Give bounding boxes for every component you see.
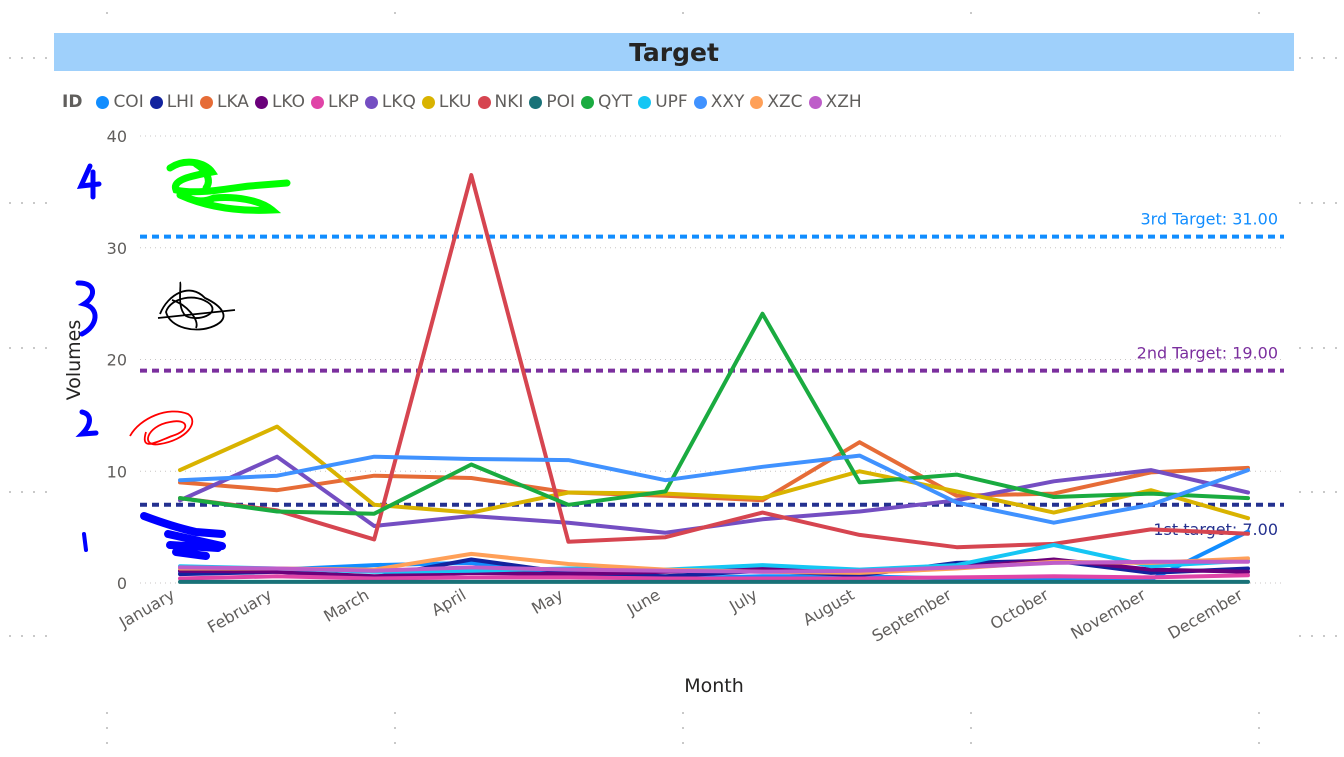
reference-line-label: 3rd Target: 31.00	[1141, 210, 1279, 229]
red-scribble	[129, 410, 194, 446]
legend-item-lku[interactable]: LKU	[421, 92, 472, 112]
x-tick-label: June	[623, 585, 664, 619]
x-tick-label: July	[725, 585, 760, 616]
legend-item-lhi[interactable]: LHI	[149, 92, 194, 112]
series-line-lkp[interactable]	[178, 573, 1250, 581]
x-tick-label: August	[800, 585, 858, 629]
legend-label: XZH	[825, 92, 862, 112]
legend-label: NKI	[494, 92, 524, 112]
x-tick-label: December	[1165, 585, 1247, 643]
legend-marker	[529, 95, 543, 109]
legend-item-lkp[interactable]: LKP	[311, 92, 359, 112]
legend-label: COI	[113, 92, 144, 112]
y-tick-label: 20	[107, 351, 127, 370]
x-tick-label: October	[987, 585, 1052, 634]
y-tick-label: 40	[107, 127, 127, 146]
y-tick-label: 0	[117, 574, 127, 593]
blue-scribble	[140, 512, 226, 560]
legend-label: LKO	[271, 92, 306, 112]
legend-marker	[149, 95, 163, 109]
series-line-lku[interactable]	[178, 424, 1250, 521]
green-scribble	[166, 158, 291, 214]
x-tick-label: November	[1067, 585, 1149, 643]
chart-legend[interactable]: ID COI LHI LKA LKO LKP LKQ LKU NKI POI QYT UPF XXY X…	[62, 91, 868, 113]
legend-item-lkq[interactable]: LKQ	[364, 92, 416, 112]
legend-item-upf[interactable]: UPF	[638, 92, 688, 112]
series-line-nki[interactable]	[178, 173, 1250, 550]
legend-item-qyt[interactable]: QYT	[581, 92, 632, 112]
series-line-qyt[interactable]	[178, 311, 1250, 516]
legend-label: QYT	[598, 92, 633, 112]
legend-item-lko[interactable]: LKO	[254, 92, 306, 112]
legend-marker	[254, 95, 268, 109]
series-line-xxy[interactable]	[178, 453, 1250, 525]
legend-label: LHI	[166, 92, 194, 112]
legend-marker	[477, 95, 491, 109]
legend-item-nki[interactable]: NKI	[477, 92, 524, 112]
series-line-lka[interactable]	[178, 440, 1250, 503]
legend-item-xzc[interactable]: XZC	[750, 92, 803, 112]
legend-marker	[581, 95, 595, 109]
legend-label: LKP	[328, 92, 359, 112]
legend-marker	[638, 95, 652, 109]
legend-label: LKA	[216, 92, 249, 112]
legend-label: XXY	[710, 92, 745, 112]
legend-label: XZC	[767, 92, 803, 112]
annotation-scribbles	[75, 158, 291, 560]
series-line-xzh[interactable]	[178, 559, 1250, 574]
legend-marker	[421, 95, 435, 109]
x-axis-title: Month	[684, 675, 744, 697]
legend-label: LKQ	[381, 92, 416, 112]
legend-item-coi[interactable]: COI	[96, 92, 144, 112]
legend-title: ID	[62, 92, 83, 112]
y-tick-label: 10	[107, 462, 127, 481]
legend-marker	[750, 95, 764, 109]
x-tick-label: April	[428, 585, 469, 620]
x-tick-label: May	[528, 585, 566, 618]
legend-label: UPF	[655, 92, 688, 112]
legend-item-poi[interactable]: POI	[529, 92, 575, 112]
legend-marker	[96, 95, 110, 109]
x-tick-label: March	[320, 585, 372, 626]
legend-label: POI	[546, 92, 576, 112]
y-axis-title: Volumes	[63, 320, 85, 401]
legend-item-xzh[interactable]: XZH	[808, 92, 862, 112]
legend-marker	[693, 95, 707, 109]
legend-marker	[808, 95, 822, 109]
black-scribble	[157, 281, 236, 331]
level-1-mark	[82, 532, 88, 552]
legend-item-lka[interactable]: LKA	[199, 92, 249, 112]
legend-label: LKU	[438, 92, 472, 112]
legend-marker	[311, 95, 325, 109]
level-2-mark	[75, 409, 99, 437]
legend-item-xxy[interactable]: XXY	[693, 92, 745, 112]
gridlines	[140, 135, 1284, 584]
reference-line-label: 2nd Target: 19.00	[1137, 344, 1278, 363]
y-tick-label: 30	[107, 239, 127, 258]
series-lines[interactable]	[178, 173, 1250, 584]
x-tick-label: September	[869, 585, 955, 646]
level-3-mark	[75, 280, 98, 337]
legend-marker	[199, 95, 213, 109]
x-tick-label: February	[204, 585, 275, 637]
level-4-mark	[76, 163, 102, 200]
legend-marker	[364, 95, 378, 109]
chart-title-bar: Target	[54, 33, 1294, 71]
chart-title: Target	[629, 37, 719, 67]
